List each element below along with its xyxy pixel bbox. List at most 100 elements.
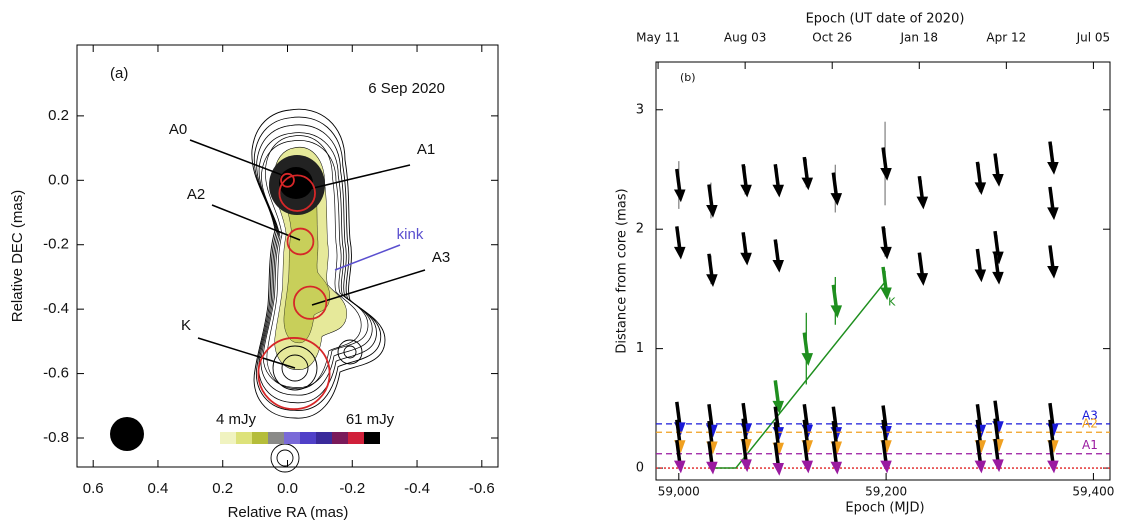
- x2-tick-label: May 11: [636, 31, 680, 45]
- contour: [270, 443, 300, 473]
- arrow-head: [974, 269, 987, 283]
- arrow-shaft: [707, 441, 714, 465]
- arrow-shaft: [831, 420, 839, 445]
- y-tick-label: 1: [636, 341, 644, 356]
- x2-tick-label: Apr 12: [986, 31, 1026, 45]
- arrow-shaft: [975, 248, 983, 273]
- arrow-shaft: [773, 380, 781, 404]
- arrow-shaft: [773, 421, 781, 446]
- arrow-shaft: [993, 438, 1000, 463]
- arrow-head: [880, 168, 892, 181]
- colorbar-min: 4 mJy: [216, 411, 257, 428]
- y-tick-label: -0.4: [43, 300, 69, 317]
- arrow-head: [880, 460, 892, 474]
- colorbar-cell: [236, 432, 252, 444]
- leaders: [189, 139, 426, 369]
- y-axis-label: Relative DEC (mas): [9, 190, 26, 323]
- arrow-shaft: [975, 419, 983, 444]
- arrow-shaft: [831, 172, 839, 196]
- arrow-head: [706, 274, 718, 288]
- arrow-head: [974, 460, 987, 474]
- x-axis-label: Relative RA (mas): [228, 504, 349, 521]
- arrow-shaft: [881, 147, 888, 171]
- arrow-head: [772, 184, 784, 198]
- arrow-shaft: [881, 405, 888, 429]
- arrow-head: [880, 246, 892, 260]
- component-circle: [286, 227, 315, 256]
- series-label: A1: [1082, 438, 1098, 452]
- arrow-head: [673, 460, 686, 474]
- arrow-shaft: [975, 161, 983, 186]
- arrow-head: [706, 205, 718, 218]
- arrow-shaft: [773, 406, 781, 430]
- y-tick-label: -0.6: [43, 365, 69, 382]
- arrow-head: [974, 182, 987, 196]
- panel-label: (a): [110, 65, 128, 82]
- arrow-shaft: [917, 252, 925, 276]
- arrow-shaft: [993, 153, 1000, 177]
- date-label: 6 Sep 2020: [368, 80, 445, 97]
- component-label: K: [181, 317, 191, 334]
- x2-tick-label: Jan 18: [899, 31, 938, 45]
- contour: [276, 449, 294, 467]
- y-tick-label: 2: [636, 222, 644, 237]
- x-tick-label: -0.2: [339, 480, 365, 497]
- arrow-shaft: [675, 401, 682, 426]
- leader: [197, 337, 296, 369]
- colorbar-cell: [300, 432, 316, 444]
- arrow-shaft: [1048, 141, 1055, 165]
- arrow-shaft: [707, 420, 714, 445]
- arrow-shaft: [741, 418, 748, 442]
- contour: [281, 354, 309, 382]
- colorbar-cell: [316, 432, 332, 444]
- arrow-head: [1047, 162, 1059, 175]
- y-axis-label: Distance from core (mas): [615, 188, 630, 353]
- panel-label: (b): [680, 71, 696, 84]
- series-label: A3: [1082, 408, 1098, 422]
- x-tick-label: -0.6: [469, 480, 495, 497]
- series-label: K: [888, 296, 896, 309]
- arrow-shaft: [773, 442, 781, 466]
- arrow-shaft: [993, 400, 1000, 424]
- arrow-head: [1047, 265, 1059, 279]
- x-tick-label: 59,400: [1072, 485, 1114, 499]
- arrow-head: [673, 189, 686, 203]
- x-tick-label: 59,000: [658, 485, 700, 499]
- arrow-shaft: [1048, 245, 1055, 269]
- arrow-shaft: [993, 418, 1000, 442]
- arrow-head: [830, 305, 843, 319]
- arrow-shaft: [1048, 419, 1055, 444]
- x-tick-label: 0.4: [148, 480, 169, 497]
- kink-leader: [334, 244, 401, 271]
- contours: [251, 108, 386, 473]
- beam: [110, 417, 144, 451]
- x-axis-label: Epoch (MJD): [845, 501, 924, 516]
- contour: [272, 345, 318, 391]
- kink-label: kink: [397, 226, 424, 243]
- colorbar-cell: [332, 432, 348, 444]
- contour: [337, 339, 363, 365]
- arrow-head: [673, 246, 686, 260]
- arrow-head: [830, 193, 843, 206]
- component-circle: [278, 174, 316, 212]
- colorbar-max: 61 mJy: [346, 411, 395, 428]
- arrow-shaft: [831, 406, 839, 430]
- arrow-head: [740, 459, 752, 473]
- arrow-head: [801, 460, 814, 474]
- arrow-shaft: [917, 175, 925, 200]
- x-tick-label: 0.0: [277, 480, 298, 497]
- y-tick-label: 0.0: [48, 171, 69, 188]
- arrow-head: [740, 184, 752, 198]
- leader: [311, 269, 426, 306]
- core: [279, 167, 313, 199]
- arrow-head: [1047, 460, 1059, 474]
- arrow-shaft: [675, 439, 682, 464]
- y-tick-label: 3: [636, 102, 644, 117]
- arrow-shaft: [975, 439, 983, 464]
- arrow-shaft: [993, 251, 1000, 275]
- colorbar-cell: [284, 432, 300, 444]
- colorbar: [220, 432, 380, 444]
- arrow-shaft: [707, 184, 714, 208]
- arrow-head: [992, 459, 1004, 473]
